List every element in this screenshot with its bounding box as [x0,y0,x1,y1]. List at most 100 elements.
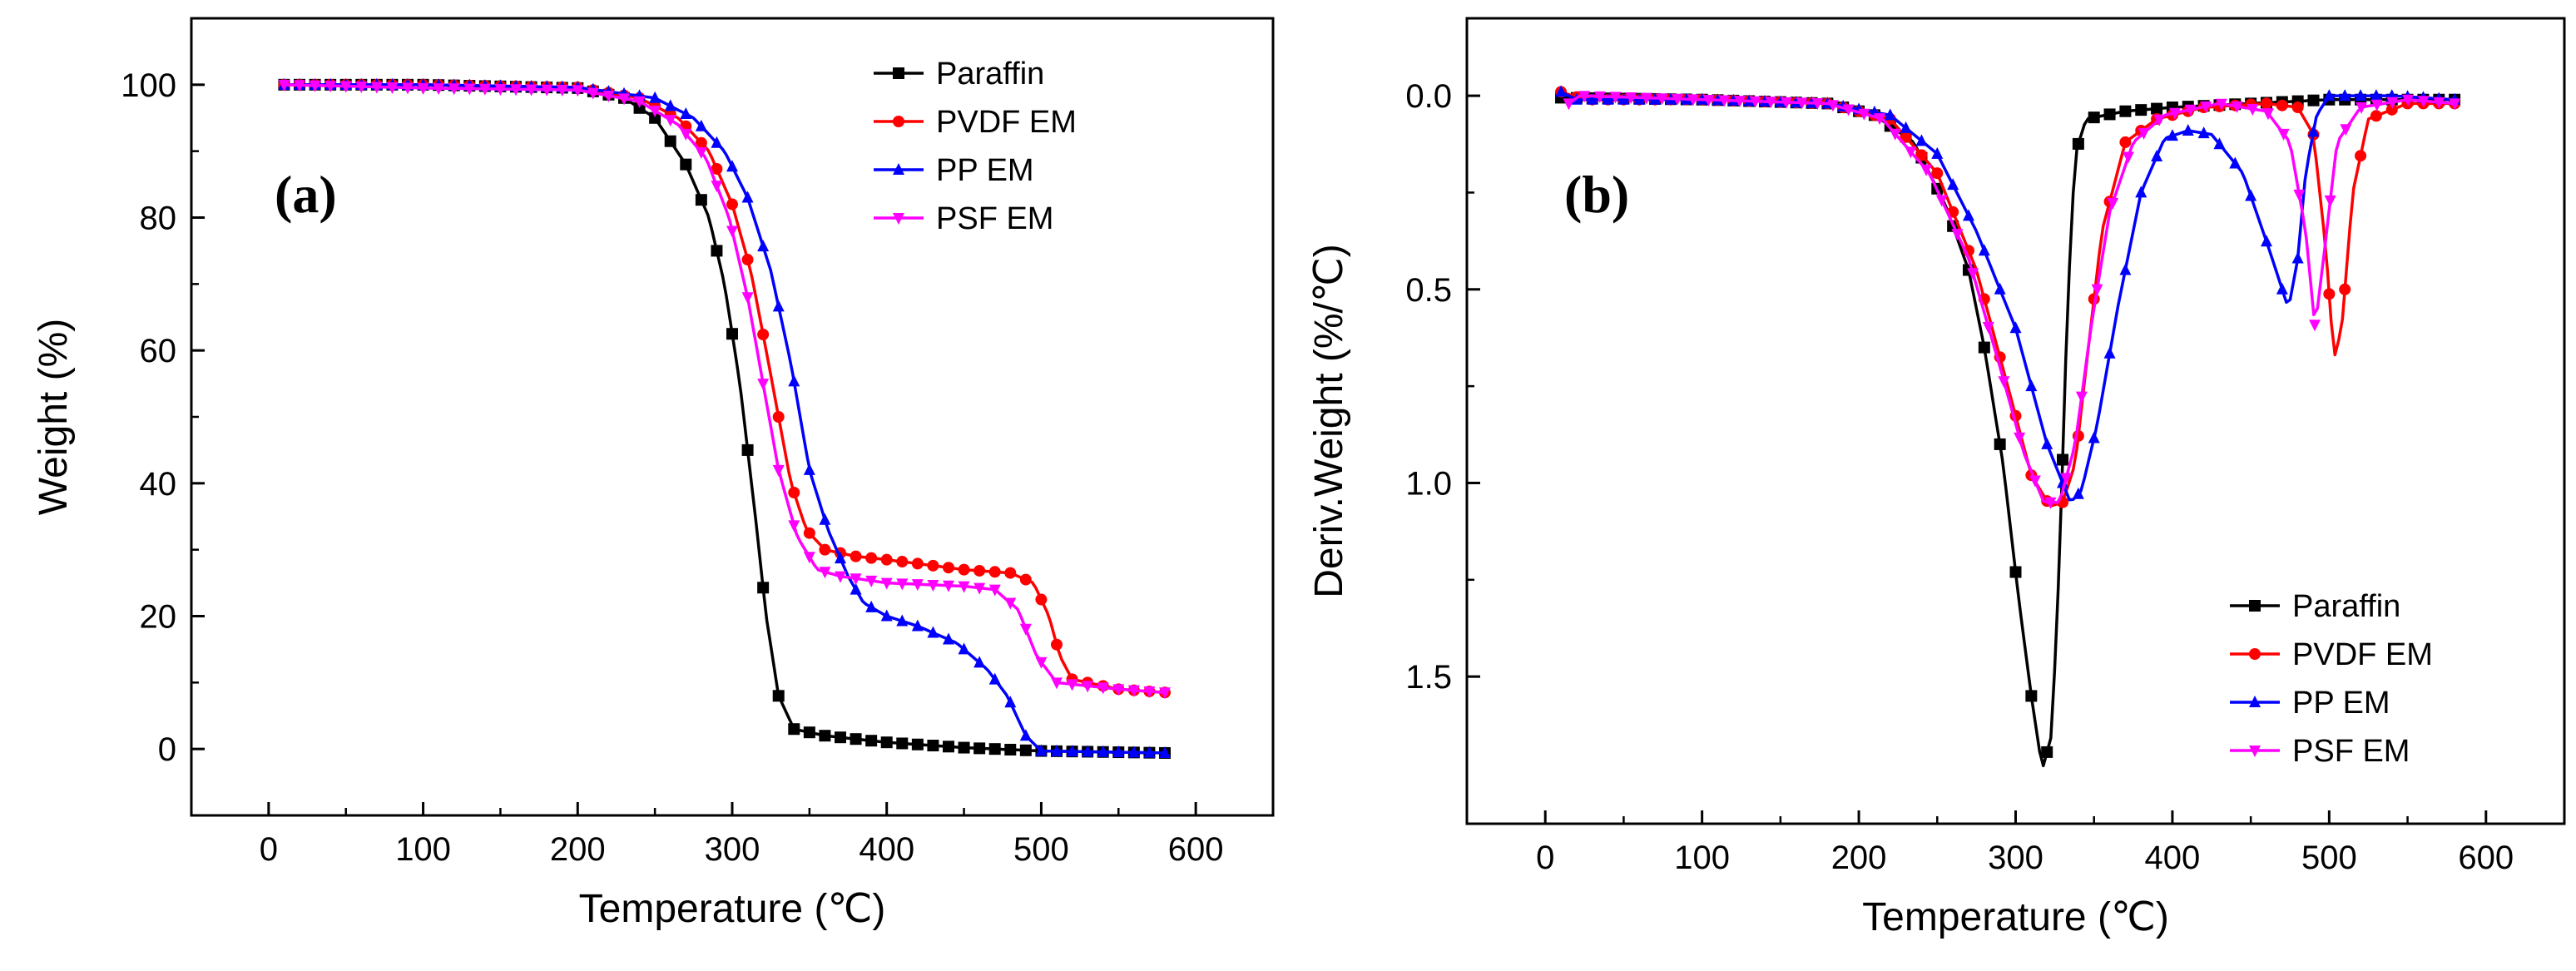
data-point [2041,437,2053,449]
data-point [2276,99,2288,111]
data-point [2166,129,2178,141]
data-point [726,198,738,211]
data-point [2356,102,2368,114]
data-point [433,83,445,96]
data-point [943,632,954,645]
data-point [2057,453,2069,466]
data-point [355,82,368,94]
x-axis-label: Temperature (℃) [579,887,886,931]
data-point [695,194,707,206]
data-point [788,520,800,533]
data-point [741,443,754,456]
panel-label: (b) [1564,165,1629,224]
data-point [1905,146,1917,159]
data-point [1826,100,1839,112]
data-point [943,562,954,574]
data-point [726,160,738,172]
data-point [896,556,909,568]
data-point [2168,107,2181,120]
y-tick-label: 0 [158,731,176,768]
data-point [1035,744,1048,756]
data-point [1765,97,1777,109]
data-point [339,81,352,93]
data-point [1640,92,1652,105]
data-point [602,91,615,103]
y-tick-label: 0.0 [1405,78,1452,115]
data-point [1143,686,1156,698]
data-point [2041,746,2053,758]
data-point [803,552,815,564]
data-point [1555,85,1568,97]
data-point [865,552,878,564]
data-point [1994,282,2006,295]
data-point [711,181,723,193]
series-line [1568,94,2455,504]
legend: Paraffin PVDF EM PP EM PSF EM [2230,589,2433,769]
series-pvdf-em [1555,86,2461,508]
legend-entry: PVDF EM [2292,637,2433,672]
data-point [927,579,939,592]
data-point [2309,320,2321,332]
data-point [1702,94,1715,107]
panel-label: (a) [275,165,337,224]
data-point [2103,346,2116,359]
data-point [2370,110,2382,122]
data-point [1035,593,1048,606]
data-point [587,87,599,100]
data-point [2088,431,2100,443]
data-point [2014,432,2026,444]
data-point [2119,105,2132,117]
data-point [927,626,939,638]
data-point [1004,696,1017,708]
data-point [1617,92,1630,105]
data-point [1811,98,1824,111]
x-tick-label: 200 [1831,840,1887,876]
data-point [2072,487,2084,499]
data-point [2184,104,2197,116]
data-point [2135,186,2147,198]
x-tick-label: 200 [550,831,606,868]
data-point [478,83,491,96]
data-point [370,82,383,94]
data-point [2324,195,2336,207]
data-point [788,723,800,736]
y-axis-label: Deriv.Weight (%/℃) [1307,244,1351,598]
data-point [494,84,507,97]
data-point [880,577,893,590]
data-point [973,582,986,595]
x-axis-label: Temperature (℃) [1862,895,2169,939]
data-point [711,245,723,257]
data-point [2307,125,2320,137]
y-tick-label: 1.5 [1405,659,1452,696]
data-point [911,619,924,632]
data-point [1066,679,1078,691]
data-point [1874,113,1886,126]
x-tick-label: 600 [2458,840,2514,876]
data-point [2385,103,2398,116]
data-point [880,736,893,749]
data-point [1097,682,1109,695]
plot-frame [190,17,1275,817]
data-point [1947,178,1959,191]
data-point [2029,475,2041,488]
data-point [958,741,970,754]
data-point [2153,114,2166,126]
data-point [896,578,909,591]
data-point [1951,229,1964,241]
data-point [2182,123,2194,136]
data-point [2339,283,2351,295]
series-psf-em [1563,91,2461,509]
legend-marker [2249,746,2261,757]
data-point [649,91,661,103]
data-point [911,579,924,592]
data-point [649,111,661,124]
legend-entry: PSF EM [936,201,1053,236]
data-point [2370,89,2382,102]
data-point [850,582,862,595]
legend-marker [893,163,904,175]
data-point [1609,92,1622,104]
data-point [2260,97,2272,110]
data-point [2107,197,2119,210]
data-point [726,328,738,340]
x-tick-label: 0 [260,831,278,868]
